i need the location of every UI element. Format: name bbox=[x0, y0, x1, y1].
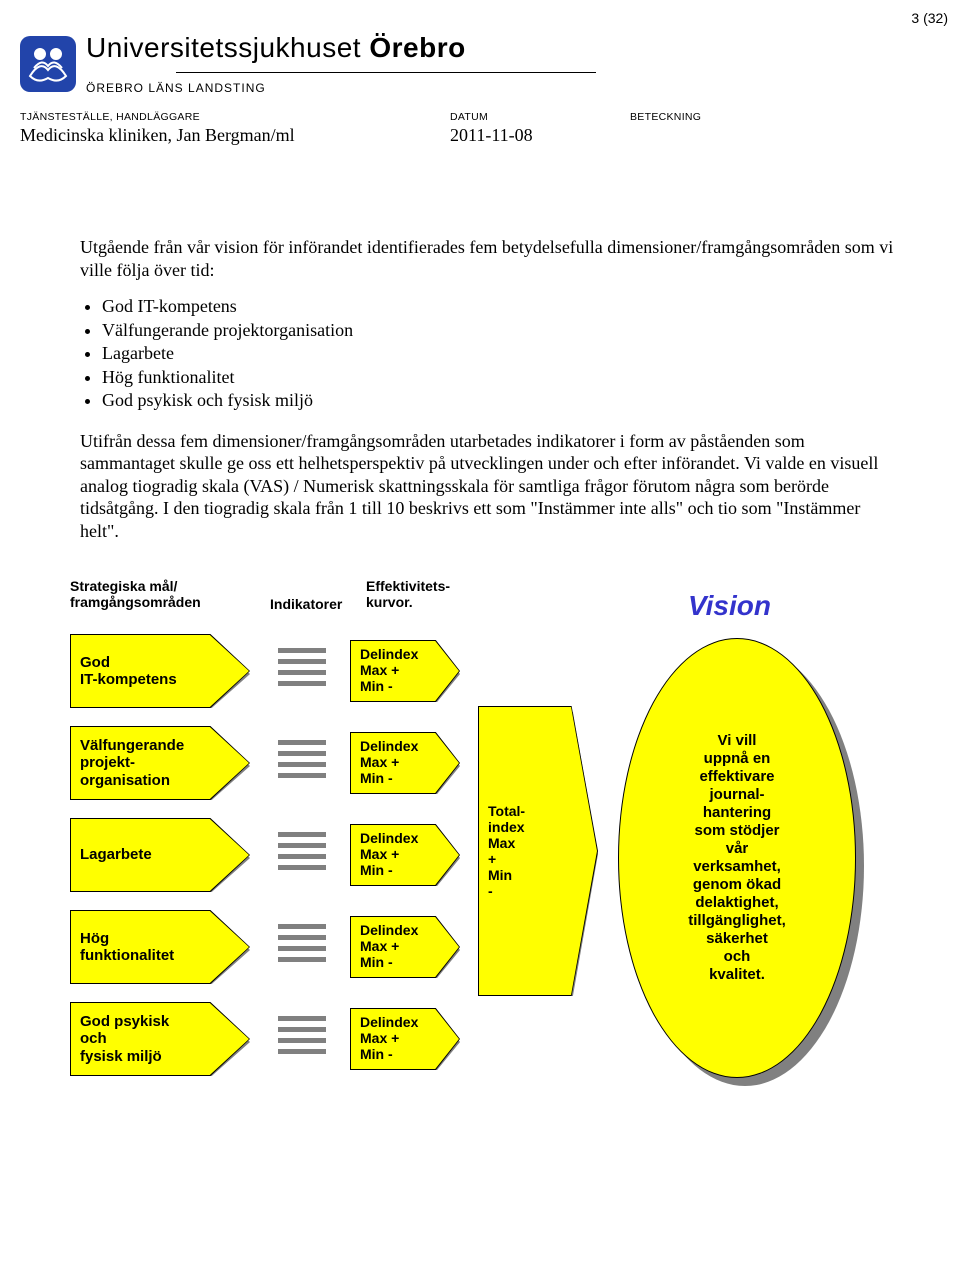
org-rule bbox=[176, 72, 596, 73]
bullet-item: Välfungerande projektorganisation bbox=[102, 319, 900, 342]
goal-arrow-4-label: God psykisk och fysisk miljö bbox=[80, 1013, 169, 1065]
meta-value-handlaggare: Medicinska kliniken, Jan Bergman/ml bbox=[20, 125, 450, 146]
bullet-item: Hög funktionalitet bbox=[102, 366, 900, 389]
delindex-label-0: Delindex Max + Min - bbox=[360, 646, 418, 694]
diagram-wrap: Strategiska mål/ framgångsområden Indika… bbox=[0, 556, 960, 1166]
meta-label-datum: DATUM bbox=[450, 111, 630, 123]
goal-arrow-1-label: Välfungerande projekt- organisation bbox=[80, 737, 184, 789]
goal-arrow-3: Hög funktionalitet bbox=[70, 910, 250, 984]
org-title-bold: Örebro bbox=[369, 32, 465, 63]
logo-block: Universitetssjukhuset Örebro ÖREBRO LÄNS… bbox=[20, 32, 596, 95]
total-index-arrow: Total- index Max + Min - bbox=[478, 706, 598, 996]
indicator-lines-3 bbox=[278, 924, 326, 962]
goal-arrow-2-label: Lagarbete bbox=[80, 846, 152, 863]
indicator-lines-2 bbox=[278, 832, 326, 870]
total-index-arrow-label: Total- index Max + Min - bbox=[488, 803, 525, 900]
goal-arrow-3-label: Hög funktionalitet bbox=[80, 930, 174, 965]
org-title: Universitetssjukhuset Örebro bbox=[86, 32, 596, 64]
goal-arrow-2: Lagarbete bbox=[70, 818, 250, 892]
goal-arrow-0-label: God IT-kompetens bbox=[80, 654, 177, 689]
page-number: 3 (32) bbox=[0, 0, 960, 26]
meta-label-handlaggare: TJÄNSTESTÄLLE, HANDLÄGGARE bbox=[20, 111, 450, 123]
indicator-lines-1 bbox=[278, 740, 326, 778]
vision-oval: Vi vill uppnå en effektivare journal- ha… bbox=[618, 638, 856, 1078]
delindex-label-4: Delindex Max + Min - bbox=[360, 1014, 418, 1062]
delindex-label-1: Delindex Max + Min - bbox=[360, 738, 418, 786]
goal-arrow-4: God psykisk och fysisk miljö bbox=[70, 1002, 250, 1076]
bullet-item: God IT-kompetens bbox=[102, 295, 900, 318]
logo-icon bbox=[20, 36, 76, 92]
para-2: Utifrån dessa fem dimensioner/framgångso… bbox=[80, 430, 900, 543]
delindex-label-3: Delindex Max + Min - bbox=[360, 922, 418, 970]
org-subtitle: ÖREBRO LÄNS LANDSTING bbox=[86, 81, 596, 95]
para-1: Utgående från vår vision för införandet … bbox=[80, 236, 900, 281]
indicator-lines-4 bbox=[278, 1016, 326, 1054]
vision-oval-text: Vi vill uppnå en effektivare journal- ha… bbox=[688, 732, 786, 984]
indicator-lines-0 bbox=[278, 648, 326, 686]
bullet-item: Lagarbete bbox=[102, 342, 900, 365]
col-head-indicators: Indikatorer bbox=[270, 596, 342, 612]
meta-value-datum: 2011-11-08 bbox=[450, 125, 630, 146]
meta-label-beteckning: BETECKNING bbox=[630, 111, 900, 123]
header: Universitetssjukhuset Örebro ÖREBRO LÄNS… bbox=[0, 26, 960, 95]
col-head-effect: Effektivitets- kurvor. bbox=[366, 578, 450, 610]
org-title-light: Universitetssjukhuset bbox=[86, 32, 369, 63]
delindex-label-2: Delindex Max + Min - bbox=[360, 830, 418, 878]
goal-arrow-1: Välfungerande projekt- organisation bbox=[70, 726, 250, 800]
meta-row: TJÄNSTESTÄLLE, HANDLÄGGARE Medicinska kl… bbox=[0, 95, 960, 146]
vision-diagram: Strategiska mål/ framgångsområden Indika… bbox=[70, 566, 890, 1126]
col-head-goals: Strategiska mål/ framgångsområden bbox=[70, 578, 201, 610]
goal-arrow-0: God IT-kompetens bbox=[70, 634, 250, 708]
bullet-list: God IT-kompetensVälfungerande projektorg… bbox=[102, 295, 900, 412]
vision-title: Vision bbox=[688, 590, 771, 622]
bullet-item: God psykisk och fysisk miljö bbox=[102, 389, 900, 412]
body-text: Utgående från vår vision för införandet … bbox=[0, 146, 960, 542]
